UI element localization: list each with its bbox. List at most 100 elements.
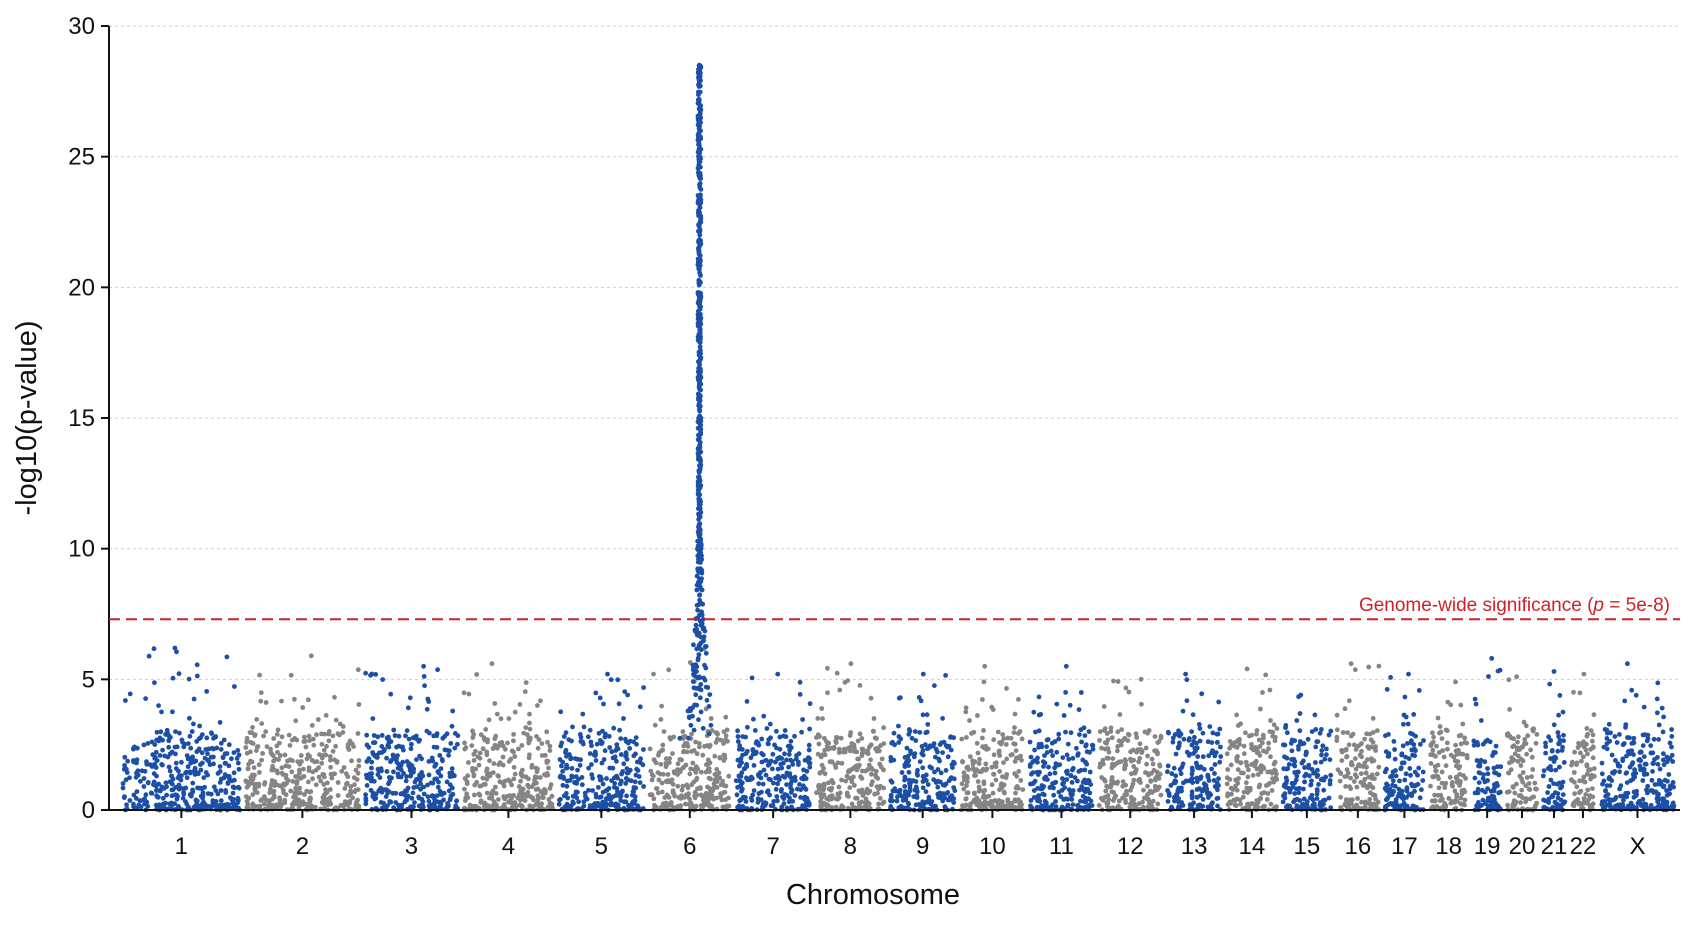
snp-point — [652, 722, 658, 728]
snp-point — [310, 769, 316, 775]
snp-point — [1420, 769, 1426, 775]
snp-point — [448, 741, 454, 746]
snp-point — [1013, 785, 1019, 791]
snp-point — [163, 780, 169, 786]
snp-point — [1458, 801, 1463, 806]
snp-point — [752, 728, 758, 733]
snp-point — [593, 690, 599, 696]
snp-point — [543, 788, 548, 794]
snp-point — [1105, 755, 1111, 761]
snp-point — [721, 752, 727, 758]
snp-point — [718, 782, 724, 788]
snp-point — [991, 752, 997, 758]
snp-point — [1050, 753, 1055, 758]
snp-point — [1238, 801, 1243, 807]
snp-point — [1206, 795, 1211, 800]
snp-point — [675, 761, 681, 767]
snp-point — [518, 778, 523, 784]
snp-point — [220, 755, 226, 761]
snp-point — [806, 747, 812, 753]
snp-point — [834, 735, 839, 740]
snp-point — [538, 698, 543, 704]
snp-point — [888, 797, 893, 803]
snp-point — [1035, 755, 1040, 761]
snp-point — [191, 721, 196, 727]
snp-point — [1224, 781, 1230, 787]
snp-point — [1397, 778, 1402, 784]
snp-point — [269, 804, 275, 810]
snp-point — [262, 780, 268, 785]
snp-point — [1083, 799, 1089, 805]
snp-point — [623, 799, 629, 805]
snp-point — [1063, 796, 1069, 802]
snp-point — [1111, 678, 1116, 684]
snp-point — [283, 763, 289, 769]
snp-point — [1402, 694, 1408, 700]
snp-point — [697, 319, 703, 325]
snp-point — [298, 753, 304, 758]
snp-point — [835, 791, 841, 797]
snp-point — [1200, 754, 1206, 760]
snp-point — [1516, 734, 1521, 740]
snp-point — [713, 740, 719, 745]
snp-point — [1065, 802, 1071, 808]
snp-point — [370, 750, 376, 755]
snp-point — [797, 782, 802, 787]
snp-point — [1077, 732, 1082, 737]
snp-point — [1417, 795, 1423, 801]
snp-point — [1319, 727, 1324, 732]
snp-point — [217, 764, 223, 769]
snp-point — [397, 805, 402, 811]
snp-point — [698, 369, 703, 374]
snp-point — [536, 737, 542, 742]
snp-point — [605, 671, 610, 677]
snp-point — [697, 695, 703, 701]
snp-point — [792, 733, 797, 739]
snp-point — [334, 760, 340, 765]
snp-point — [141, 784, 147, 789]
snp-point — [1388, 792, 1394, 798]
snp-point — [583, 795, 589, 801]
snp-point — [1354, 784, 1360, 790]
snp-point — [570, 724, 575, 730]
snp-point — [1237, 797, 1243, 803]
snp-point — [588, 739, 594, 745]
snp-point — [1412, 769, 1418, 775]
snp-point — [1184, 778, 1189, 784]
snp-point — [726, 773, 732, 779]
snp-point — [658, 717, 664, 722]
snp-point — [320, 753, 325, 758]
snp-point — [485, 771, 491, 777]
snp-point — [1036, 728, 1042, 734]
snp-point — [409, 771, 414, 776]
snp-point — [1386, 732, 1391, 737]
snp-point — [1062, 785, 1067, 791]
snp-point — [480, 775, 486, 781]
snp-point — [521, 730, 527, 736]
snp-point — [1354, 774, 1360, 780]
snp-point — [654, 786, 660, 791]
snp-point — [1218, 744, 1223, 750]
snp-point — [507, 793, 513, 798]
snp-point — [193, 798, 199, 804]
snp-point — [846, 768, 852, 773]
snp-point — [1327, 781, 1333, 787]
snp-point — [1122, 797, 1128, 803]
snp-point — [765, 788, 771, 794]
snp-point — [248, 749, 253, 755]
snp-point — [373, 672, 379, 677]
snp-point — [356, 758, 362, 763]
snp-point — [1435, 715, 1441, 721]
snp-point — [1000, 774, 1005, 780]
snp-point — [949, 762, 955, 768]
snp-point — [991, 737, 997, 743]
snp-point — [306, 779, 311, 785]
snp-point — [172, 792, 178, 798]
snp-point — [1119, 738, 1125, 744]
snp-point — [713, 730, 719, 736]
snp-point — [792, 778, 798, 783]
snp-point — [493, 784, 498, 790]
snp-point — [176, 768, 181, 774]
snp-point — [919, 744, 925, 749]
snp-point — [641, 685, 646, 690]
